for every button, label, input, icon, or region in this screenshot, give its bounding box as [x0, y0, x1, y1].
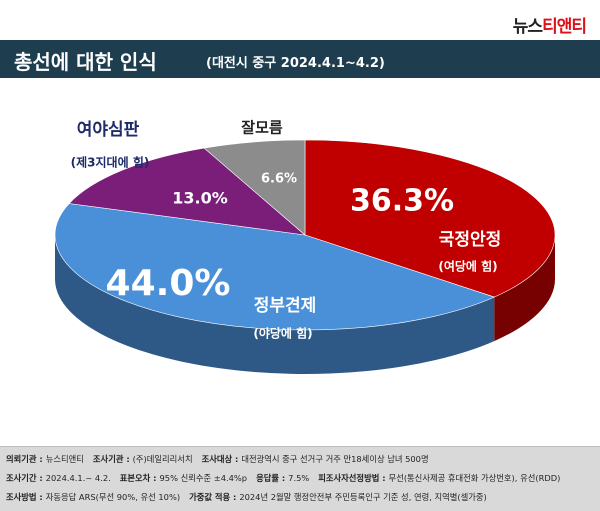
slice [203, 139, 306, 236]
logo-text: 뉴스 [512, 17, 543, 37]
footer-value: 자동응답 ARS(무선 90%, 유선 10%) [45, 492, 181, 502]
footer-value: 무선(통신사제공 휴대전화 가상번호), 유선(RDD) [388, 473, 561, 483]
footer-label: 의뢰기관 : [6, 454, 43, 464]
footer-value: 7.5% [288, 473, 310, 483]
value-label: 44.0% [106, 263, 231, 304]
footer-label: 가중값 적용 : [189, 492, 237, 502]
value-label: 13.0% [172, 189, 228, 208]
footer-value: 2024년 2월말 행정안전부 주민등록인구 기준 성, 연령, 지역별(셀가중… [239, 492, 487, 502]
footer-label: 조사기관 : [92, 454, 130, 464]
header-bar: 총선에 대한 인식 (대전시 중구 2024.4.1~4.2) [0, 40, 600, 78]
footer-value: (주)데일리리서치 [132, 454, 193, 464]
logo-text: 티앤티 [542, 17, 587, 37]
footer-row: 조사방법 : 자동응답 ARS(무선 90%, 유선 10%) 가중값 적용 :20… [6, 491, 596, 503]
footer-label: 표본오차 : [119, 473, 157, 483]
value-label: 36.3% [350, 184, 454, 219]
slice [54, 203, 496, 331]
chart: 36.3% 국정안정 (여당에 힘) 44.0% 정부견제 (야당에 힘) 13.0% 여야심… [54, 119, 556, 375]
footer: 의뢰기관 : 뉴스티앤티 조사기관 : (주)데일리리서치 조사대상 : 대전광역시 중구… [0, 446, 600, 511]
category-label: 여야심판 [77, 120, 140, 140]
category-sublabel: (야당에 힘) [253, 326, 312, 341]
slice [304, 139, 556, 298]
category-label: 잘모름 [241, 119, 283, 137]
chart-title: 총선에 대한 인식 [14, 50, 157, 74]
footer-value: 대전광역시 중구 선거구 거주 만18세이상 남녀 500명 [241, 454, 429, 464]
footer-row: 조사기간 :2024.4.1.~ 4.2. 표본오차 :95% 신뢰수준 ±4.4… [6, 472, 596, 484]
slice-side [494, 235, 555, 342]
footer-label: 응답률 : [256, 473, 286, 483]
chart-subtitle: (대전시 중구 2024.4.1~4.2) [206, 56, 385, 71]
value-label: 6.6% [261, 172, 297, 187]
category-sublabel: (여당에 힘) [438, 259, 497, 274]
footer-value: 95% 신뢰수준 ±4.4%p [159, 473, 248, 483]
category-sublabel: (제3지대에 힘) [71, 155, 150, 170]
footer-label: 조사방법 : [6, 492, 43, 502]
footer-row: 의뢰기관 : 뉴스티앤티 조사기관 : (주)데일리리서치 조사대상 : 대전광역시 중구… [6, 453, 596, 465]
slice-side [54, 235, 495, 375]
footer-label: 조사대상 : [201, 454, 239, 464]
slice [68, 147, 306, 236]
footer-label: 피조사자선정방법 : [318, 473, 386, 483]
footer-value: 2024.4.1.~ 4.2. [45, 473, 111, 483]
footer-value: 뉴스티앤티 [45, 454, 84, 464]
logo: 뉴스티앤티 [512, 12, 587, 37]
footer-label: 조사기간 : [6, 473, 43, 483]
category-label: 정부견제 [254, 296, 317, 316]
category-label: 국정안정 [439, 230, 502, 250]
